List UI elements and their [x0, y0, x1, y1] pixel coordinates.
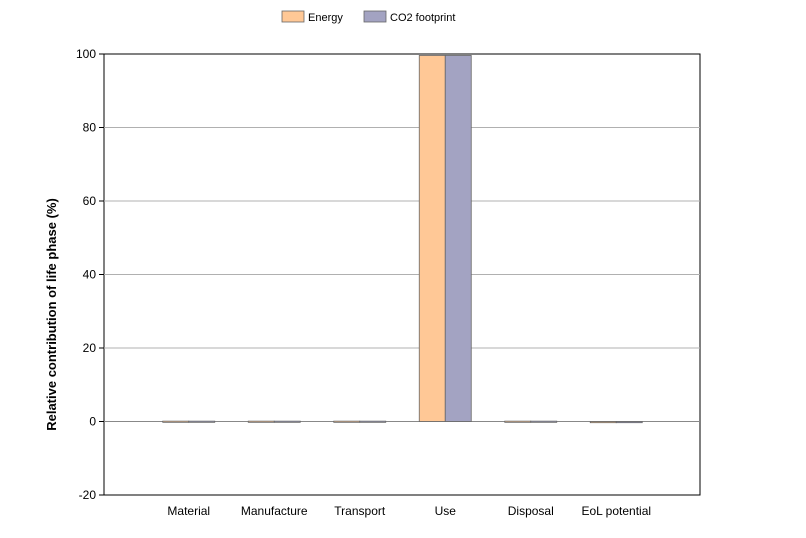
y-tick-label: 60: [83, 194, 97, 208]
bar-energy-material: [162, 420, 190, 423]
y-tick-label: -20: [79, 488, 97, 502]
bars: [162, 55, 643, 424]
legend-swatch: [363, 10, 387, 23]
bar-energy-eol-potential: [589, 421, 617, 424]
bar-energy-transport: [333, 420, 361, 423]
bar-co2-footprint-disposal: [530, 420, 558, 423]
x-category-label: EoL potential: [581, 504, 651, 518]
bar-co2-footprint-eol-potential: [615, 421, 643, 424]
x-category-label: Disposal: [508, 504, 554, 518]
x-category-label: Use: [435, 504, 457, 518]
bar-co2-footprint-use: [444, 55, 472, 422]
y-tick-label: 80: [83, 121, 97, 135]
x-category-label: Manufacture: [241, 504, 308, 518]
bar-energy-manufacture: [247, 420, 275, 423]
y-axis-ticks: -20 0 20 40 60 80 100: [76, 47, 104, 502]
x-axis-labels: Material Manufacture Transport Use Disposal E…: [167, 504, 651, 518]
legend: Energy CO2 footprint: [281, 10, 455, 24]
legend-swatch: [281, 10, 305, 23]
y-tick-label: 40: [83, 268, 97, 282]
legend-entry: Energy: [308, 12, 343, 24]
bar-co2-footprint-manufacture: [273, 420, 301, 423]
legend-entry: CO2 footprint: [390, 12, 455, 24]
bar-co2-footprint-material: [188, 420, 216, 423]
bar-energy-disposal: [504, 420, 532, 423]
bar-co2-footprint-transport: [359, 420, 387, 423]
y-tick-label: 20: [83, 341, 97, 355]
gridlines: [104, 127, 700, 422]
y-tick-label: 100: [76, 47, 96, 61]
y-axis-label: Relative contribution of life phase (%): [44, 198, 59, 431]
y-tick-label: 0: [89, 415, 96, 429]
bar-energy-use: [418, 55, 446, 422]
x-category-label: Material: [167, 504, 210, 518]
x-category-label: Transport: [334, 504, 386, 518]
